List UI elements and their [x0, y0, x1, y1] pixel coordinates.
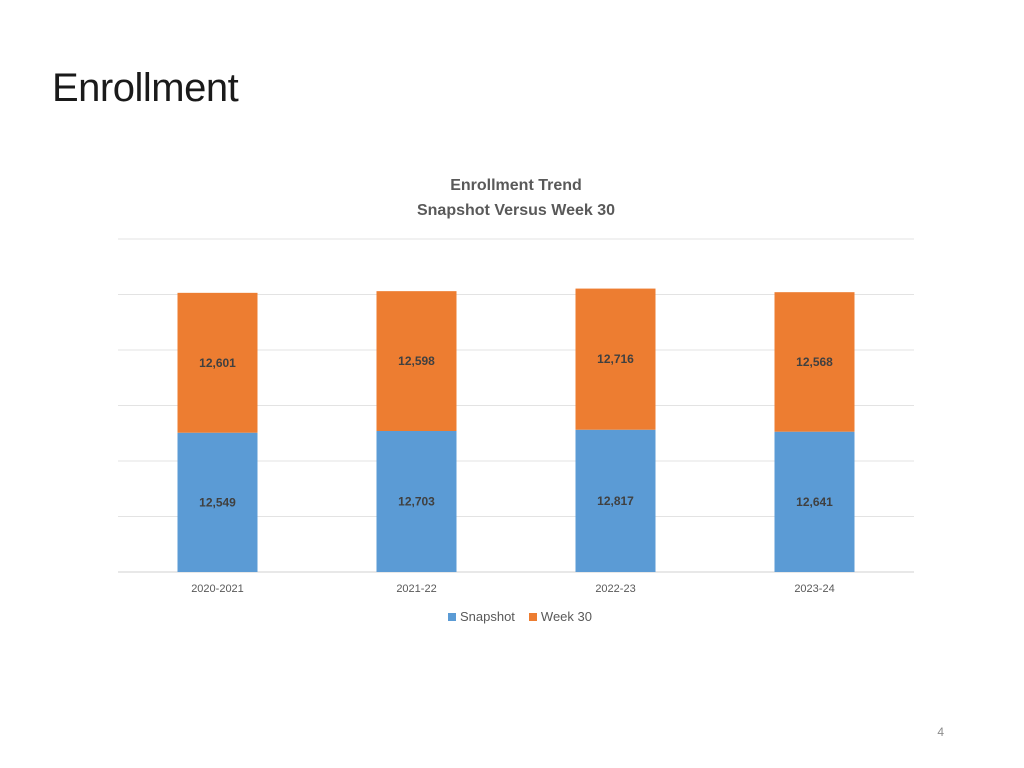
bar-week-30-2023-24 — [774, 292, 855, 432]
page-number: 4 — [937, 725, 944, 739]
chart-legend: Snapshot Week 30 — [0, 609, 1024, 624]
legend-swatch-week30 — [528, 612, 537, 621]
chart-title: Enrollment Trend — [450, 177, 582, 194]
x-tick-label: 2020-2021 — [191, 583, 244, 595]
bar-snapshot-2023-24 — [774, 431, 855, 572]
bar-week-30-2020-2021 — [177, 292, 258, 433]
x-tick-label: 2022-23 — [595, 583, 635, 595]
legend-swatch-snapshot — [447, 612, 456, 621]
bar-week-30-2021-22 — [376, 291, 457, 431]
legend-item-week30: Week 30 — [528, 609, 592, 624]
data-label: 12,549 — [199, 495, 236, 509]
slide-title: Enrollment — [52, 66, 239, 110]
data-label: 12,568 — [796, 355, 833, 369]
data-label: 12,716 — [597, 352, 634, 366]
legend-item-snapshot: Snapshot — [447, 609, 515, 624]
bar-snapshot-2022-23 — [575, 429, 656, 572]
legend-label-week30: Week 30 — [540, 609, 592, 624]
data-label: 12,703 — [398, 494, 435, 508]
x-tick-label: 2021-22 — [396, 583, 436, 595]
data-label: 12,598 — [398, 354, 435, 368]
data-label: 12,601 — [199, 356, 236, 370]
data-label: 12,641 — [796, 495, 833, 509]
bar-snapshot-2021-22 — [376, 430, 457, 572]
data-label: 12,817 — [597, 494, 634, 508]
bar-snapshot-2020-2021 — [177, 432, 258, 572]
bar-week-30-2022-23 — [575, 288, 656, 430]
x-tick-label: 2023-24 — [794, 583, 834, 595]
legend-label-snapshot: Snapshot — [459, 609, 515, 624]
enrollment-chart: 12,549 12,601 2020-2021 12,703 12,598 2021-22… — [118, 238, 914, 595]
chart-subtitle: Snapshot Versus Week 30 — [416, 202, 615, 219]
